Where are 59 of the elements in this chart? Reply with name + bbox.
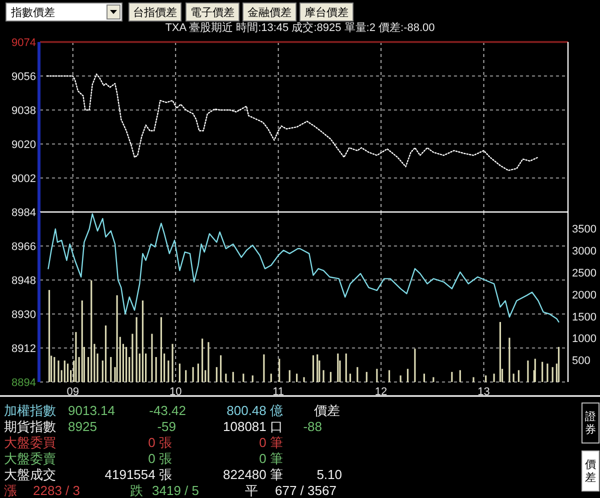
text: 3419 / 5 [152, 483, 199, 498]
y-tick-label: 8930 [12, 309, 36, 321]
text: 0 張 [148, 435, 172, 450]
y2-tick-label: 2500 [572, 267, 596, 280]
text: 期貨指數 [4, 419, 56, 434]
y2-tick-label: 1500 [572, 311, 596, 324]
y-tick-label: 8984 [12, 207, 36, 219]
text: -43.42 [149, 403, 186, 418]
text: 2283 / 3 [33, 483, 80, 498]
text: 0 張 [148, 451, 172, 466]
text: 金融價差 [248, 7, 292, 19]
text: 大盤委賣 [4, 451, 56, 466]
text: 0 筆 [259, 451, 283, 466]
text: 4191554 張 [104, 467, 172, 482]
y2-tick-label: 2000 [572, 289, 596, 302]
text: -59 [157, 419, 176, 434]
text: 9013.14 [68, 403, 115, 418]
text: 摩台價差 [304, 6, 348, 19]
y-tick-label: 9038 [12, 105, 36, 117]
text: 平 [245, 483, 258, 498]
y-tick-label: 9002 [12, 173, 36, 185]
text: 5.10 [316, 467, 342, 482]
text: 跌 [130, 483, 143, 498]
text: 證券 [585, 410, 596, 436]
text: 電子價差 [190, 7, 234, 19]
text: 指數價差 [10, 7, 55, 19]
y-tick-label: 9074 [12, 37, 36, 49]
y2-tick-label: 3000 [572, 246, 596, 258]
text: 價差 [585, 459, 596, 484]
y2-tick-label: 500 [572, 355, 590, 368]
line-series [48, 213, 560, 323]
text: 大盤成交 [4, 467, 56, 482]
y-tick-label: 8912 [12, 343, 36, 355]
text: 0 筆 [259, 435, 283, 450]
text: 8925 [68, 419, 97, 434]
y-tick-label: 9020 [12, 139, 36, 151]
y-tick-label: 8966 [12, 241, 36, 253]
y-tick-label: 9056 [12, 71, 36, 83]
text: 677 / 3567 [275, 483, 336, 498]
x-tick-label: 10 [169, 386, 182, 398]
y2-tick-label: 3500 [572, 224, 596, 236]
text: 漲 [4, 483, 17, 498]
line-series [46, 74, 539, 172]
text: 800.48 億 [226, 403, 283, 418]
text: 價差 [314, 403, 340, 418]
text: 台指價差 [133, 6, 177, 19]
x-tick-label: 09 [66, 386, 79, 398]
x-tick-label: 11 [272, 386, 284, 398]
y-tick-label: 8894 [12, 377, 36, 389]
chart-title: TXA 臺股期近 時間:13:45 成交:8925 單量:2 價差:-88.00 [165, 21, 435, 34]
y2-tick-label: 1000 [572, 333, 596, 346]
x-tick-label: 13 [478, 386, 490, 398]
y-tick-label: 8948 [12, 275, 36, 287]
text: 大盤委買 [4, 435, 56, 450]
text: 加權指數 [4, 403, 56, 418]
text: 108081 口 [223, 419, 283, 434]
text: -88 [303, 419, 322, 434]
text: 822480 筆 [223, 467, 283, 482]
x-tick-label: 12 [374, 386, 388, 398]
